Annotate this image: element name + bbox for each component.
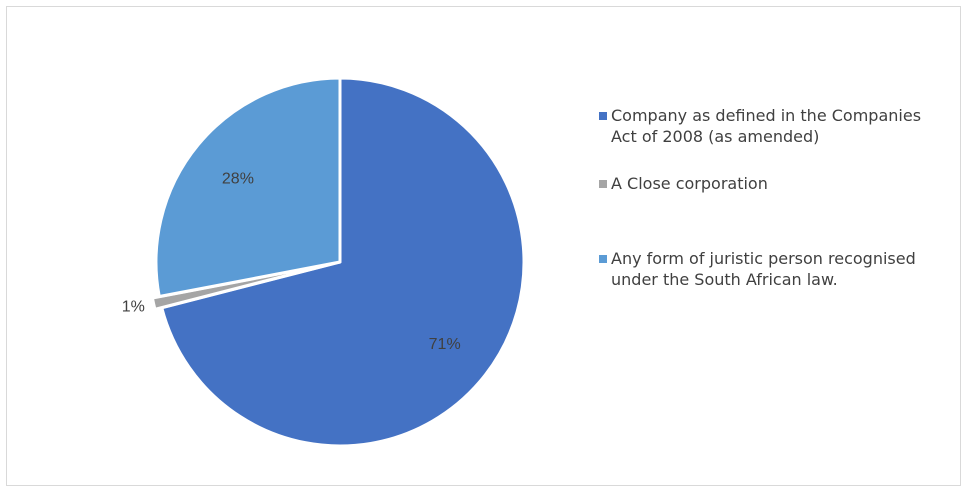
legend-item-company: Company as defined in the Companies Act … xyxy=(599,105,951,147)
slice-close-corporation xyxy=(150,262,335,311)
legend-label-close-corporation: A Close corporation xyxy=(611,174,768,193)
pie-chart: 71% 1% 28% xyxy=(122,76,526,448)
legend-label-company: Company as defined in the Companies Act … xyxy=(611,106,922,146)
data-label-close-corporation: 1% xyxy=(122,299,145,316)
chart-frame: 71% 1% 28% Company as defined in the Compa… xyxy=(6,6,961,486)
slice-company xyxy=(160,76,526,448)
slice-juristic-person xyxy=(154,76,342,298)
legend-swatch-company xyxy=(599,112,607,120)
data-label-juristic-person: 28% xyxy=(222,171,254,188)
legend-swatch-juristic-person xyxy=(599,255,607,263)
data-label-company: 71% xyxy=(429,336,461,353)
legend-item-juristic-person: Any form of juristic person recognised u… xyxy=(599,248,951,290)
legend-swatch-close-corporation xyxy=(599,180,607,188)
legend-label-juristic-person: Any form of juristic person recognised u… xyxy=(611,249,916,289)
legend-item-close-corporation: A Close corporation xyxy=(599,173,951,194)
